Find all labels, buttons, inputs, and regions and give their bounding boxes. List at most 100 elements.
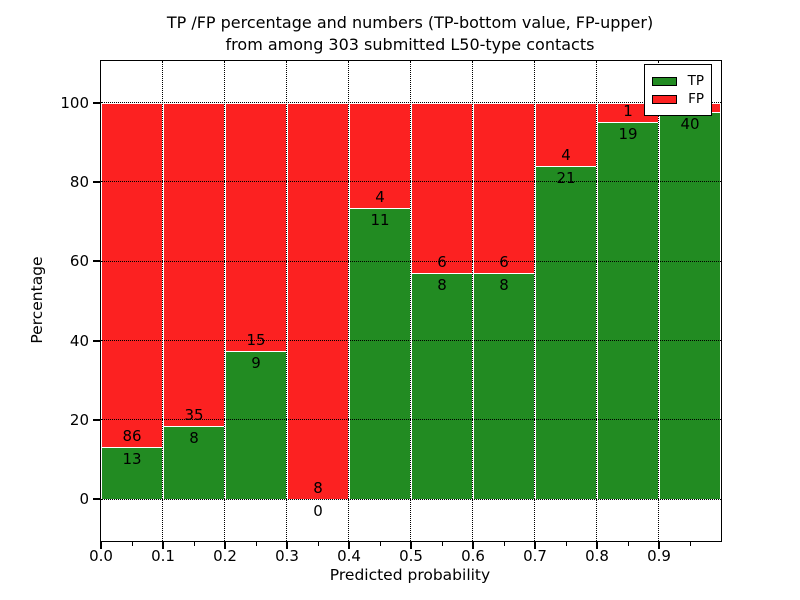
gridline-v-9 — [658, 61, 660, 541]
y-axis-label: Percentage — [28, 256, 46, 344]
bar-tp-count-0: 13 — [122, 450, 142, 469]
x-major-tick-0.8 — [596, 542, 598, 549]
bar-segment-fp-3 — [287, 102, 349, 500]
x-major-tick-0.9 — [658, 542, 660, 549]
x-tick-label-0.0: 0.0 — [89, 547, 113, 565]
bar-tp-count-7: 21 — [556, 169, 576, 188]
x-major-tick-0.1 — [162, 542, 164, 549]
bar-fp-count-7: 4 — [561, 146, 571, 165]
bar-tp-count-4: 11 — [370, 211, 390, 230]
bar-segment-tp-7 — [535, 166, 597, 500]
x-tick-label-0.3: 0.3 — [275, 547, 299, 565]
x-major-tick-0.2 — [224, 542, 226, 549]
bar-tp-count-5: 8 — [437, 275, 447, 294]
y-major-tick-60 — [93, 260, 101, 263]
bar-fp-count-8: 1 — [623, 102, 633, 121]
bar-segment-tp-1 — [163, 425, 225, 500]
legend-swatch-tp-icon — [652, 76, 677, 86]
x-tick-label-0.9: 0.9 — [647, 547, 671, 565]
y-tick-label-20: 20 — [69, 411, 89, 429]
bar-tp-count-1: 8 — [189, 428, 199, 447]
y-tick-label-100: 100 — [60, 93, 89, 112]
y-tick-label-0: 0 — [79, 490, 89, 509]
legend: TP FP — [644, 64, 712, 116]
y-tick-label-60: 60 — [69, 252, 89, 271]
bar-segment-fp-1 — [163, 102, 225, 426]
gridline-v-3 — [286, 61, 288, 541]
bar-tp-count-3: 0 — [313, 502, 323, 521]
x-minor-tick-1 — [193, 542, 195, 546]
x-minor-tick-9 — [689, 542, 691, 546]
gridline-v-1 — [162, 61, 164, 541]
x-major-tick-0.3 — [286, 542, 288, 549]
x-minor-tick-3 — [317, 542, 319, 546]
bar-fp-count-1: 35 — [184, 405, 204, 424]
x-major-tick-0.0 — [100, 542, 102, 549]
bar-segment-fp-0 — [101, 102, 163, 448]
legend-label-tp: TP — [687, 73, 704, 89]
gridline-v-6 — [472, 61, 474, 541]
y-major-tick-80 — [93, 180, 101, 183]
bar-segment-fp-7 — [535, 102, 597, 167]
x-minor-tick-0 — [131, 542, 133, 546]
bar-tp-count-9: 40 — [680, 115, 700, 134]
bar-segment-tp-0 — [101, 447, 163, 500]
x-tick-label-0.6: 0.6 — [461, 547, 485, 565]
gridline-v-4 — [348, 61, 350, 541]
bar-tp-count-8: 19 — [618, 125, 638, 144]
legend-label-fp: FP — [688, 91, 704, 107]
bar-segment-fp-6 — [473, 102, 535, 273]
gridline-v-7 — [534, 61, 536, 541]
chart-title-line-1: TP /FP percentage and numbers (TP-bottom… — [166, 13, 654, 32]
y-tick-label-40: 40 — [69, 331, 89, 350]
bar-segment-fp-5 — [411, 102, 473, 273]
gridline-v-2 — [224, 61, 226, 541]
x-minor-tick-5 — [441, 542, 443, 546]
bar-segment-tp-9 — [659, 112, 721, 500]
x-tick-label-0.7: 0.7 — [523, 547, 547, 565]
y-major-tick-0 — [93, 498, 101, 501]
legend-item-fp: FP — [652, 91, 704, 107]
bar-segment-tp-8 — [597, 122, 659, 500]
bar-segment-fp-4 — [349, 102, 411, 209]
x-major-tick-0.7 — [534, 542, 536, 549]
x-minor-tick-2 — [255, 542, 257, 546]
x-minor-tick-6 — [503, 542, 505, 546]
bar-tp-count-2: 9 — [251, 353, 261, 372]
bar-fp-count-0: 86 — [122, 427, 142, 446]
x-minor-tick-8 — [627, 542, 629, 546]
bar-fp-count-4: 4 — [375, 188, 385, 207]
x-tick-label-0.5: 0.5 — [399, 547, 423, 565]
x-major-tick-0.6 — [472, 542, 474, 549]
gridline-v-8 — [596, 61, 598, 541]
bar-fp-count-5: 6 — [437, 252, 447, 271]
x-tick-label-0.4: 0.4 — [337, 547, 361, 565]
bar-segment-fp-2 — [225, 102, 287, 351]
bar-fp-count-6: 6 — [499, 252, 509, 271]
bar-segment-tp-2 — [225, 350, 287, 500]
legend-swatch-fp-icon — [652, 94, 677, 104]
legend-item-tp: TP — [652, 73, 704, 89]
x-axis-label: Predicted probability — [329, 566, 491, 584]
bar-fp-count-3: 8 — [313, 479, 323, 498]
bar-segment-tp-4 — [349, 208, 411, 500]
gridline-v-5 — [410, 61, 412, 541]
bar-segment-tp-6 — [473, 272, 535, 500]
y-major-tick-40 — [93, 339, 101, 342]
x-tick-label-0.8: 0.8 — [585, 547, 609, 565]
x-minor-tick-4 — [379, 542, 381, 546]
bar-fp-count-2: 15 — [246, 330, 266, 349]
x-tick-label-0.1: 0.1 — [151, 547, 175, 565]
x-tick-label-0.2: 0.2 — [213, 547, 237, 565]
y-tick-label-80: 80 — [69, 172, 89, 191]
y-major-tick-100 — [93, 101, 101, 104]
plot-area: 0.0 0.1 0.2 0.3 0.4 0.5 0.6 0.7 0.8 0.9 0 20 40 60 80 1… — [60, 60, 722, 565]
x-major-tick-0.5 — [410, 542, 412, 549]
chart-title-line-2: from among 303 submitted L50-type contac… — [225, 35, 595, 54]
x-major-tick-0.4 — [348, 542, 350, 549]
x-minor-tick-7 — [565, 542, 567, 546]
bar-segment-tp-5 — [411, 272, 473, 500]
y-major-tick-20 — [93, 419, 101, 421]
bar-tp-count-6: 8 — [499, 275, 509, 294]
